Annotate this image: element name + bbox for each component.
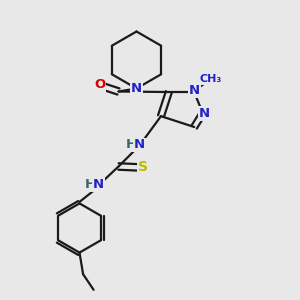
Text: O: O — [94, 78, 105, 91]
Text: N: N — [131, 82, 142, 95]
Text: H: H — [125, 138, 137, 152]
Text: H: H — [84, 178, 96, 191]
Text: N: N — [199, 107, 210, 120]
Text: N: N — [93, 178, 104, 191]
Text: CH₃: CH₃ — [200, 74, 222, 84]
Text: S: S — [138, 160, 148, 174]
Text: N: N — [189, 84, 200, 97]
Text: N: N — [134, 138, 145, 152]
